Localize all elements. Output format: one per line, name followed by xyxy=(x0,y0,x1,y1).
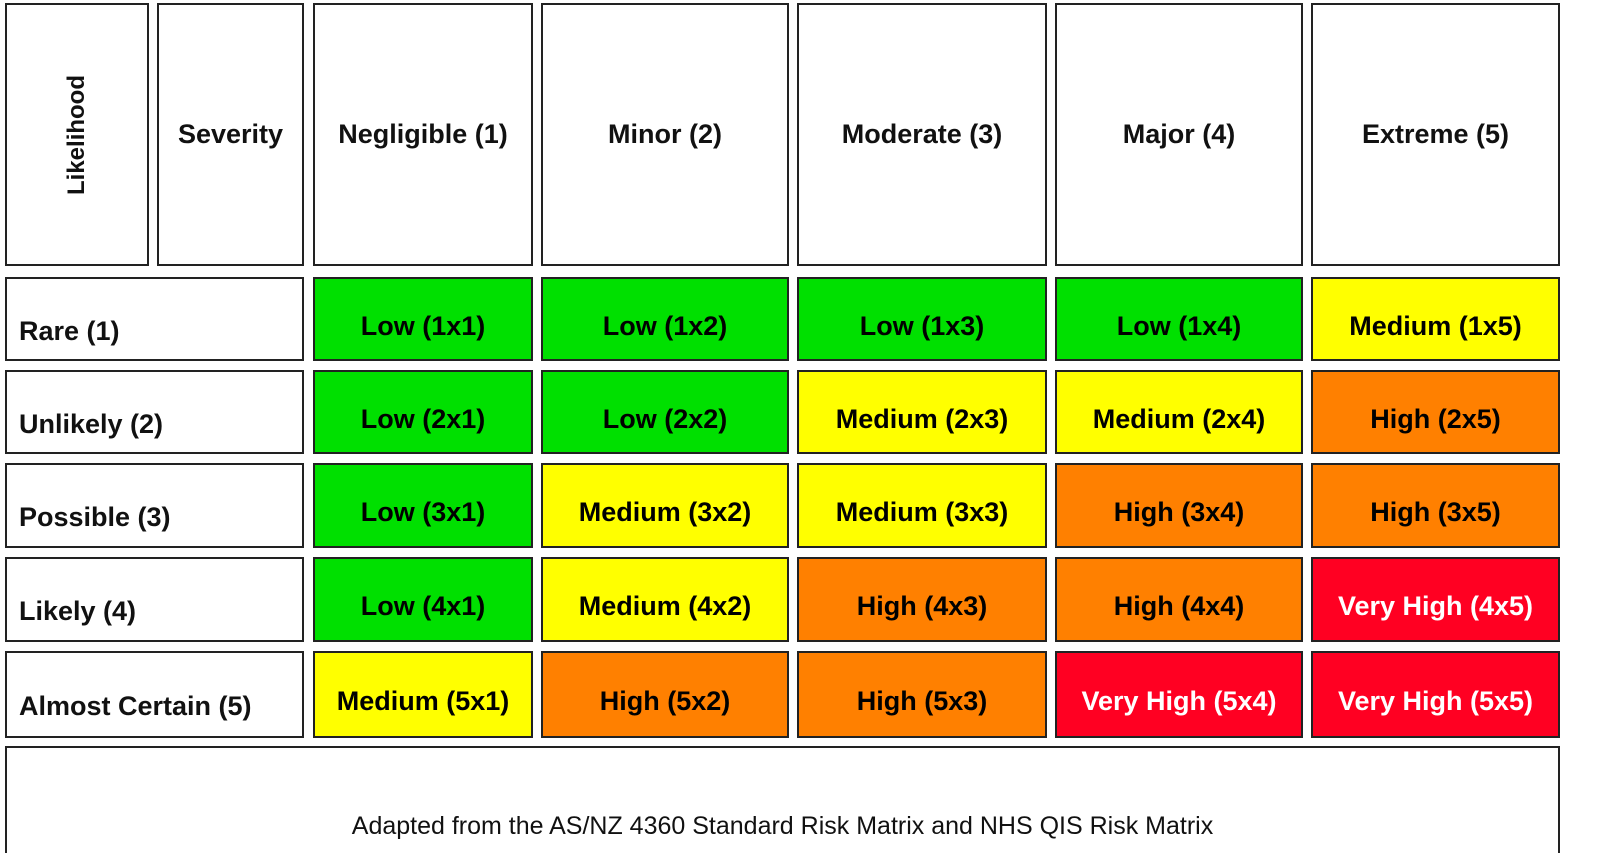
row-label: Possible (3) xyxy=(5,463,304,548)
risk-cell: Low (2x1) xyxy=(313,370,533,454)
risk-cell: High (4x3) xyxy=(797,557,1047,642)
risk-cell-text: Very High (5x5) xyxy=(1337,686,1534,716)
risk-cell: Medium (5x1) xyxy=(313,651,533,738)
column-header: Major (4) xyxy=(1055,3,1303,266)
column-header-text: Major (4) xyxy=(1122,119,1236,149)
risk-cell-text: Low (1x3) xyxy=(859,310,985,341)
row-label-text: Likely (4) xyxy=(19,596,137,626)
risk-cell-text: Medium (2x4) xyxy=(1092,403,1266,434)
row-label-text: Rare (1) xyxy=(19,315,120,346)
severity-header-text: Severity xyxy=(177,119,284,149)
risk-cell: Low (1x1) xyxy=(313,277,533,361)
row-label: Unlikely (2) xyxy=(5,370,304,454)
risk-cell-text: Low (1x1) xyxy=(360,310,486,341)
column-header: Minor (2) xyxy=(541,3,789,266)
risk-cell-text: Medium (5x1) xyxy=(336,686,510,716)
risk-cell-text: Low (2x2) xyxy=(602,403,728,434)
risk-cell-text: High (3x4) xyxy=(1113,497,1245,527)
row-label: Rare (1) xyxy=(5,277,304,361)
risk-cell-text: Medium (1x5) xyxy=(1349,310,1522,341)
column-header-text: Extreme (5) xyxy=(1361,119,1510,149)
risk-cell-text: Medium (3x2) xyxy=(578,497,752,527)
risk-cell-text: Very High (4x5) xyxy=(1337,591,1534,621)
column-header: Negligible (1) xyxy=(313,3,533,266)
column-header-text: Moderate (3) xyxy=(841,119,1003,149)
risk-cell: Medium (4x2) xyxy=(541,557,789,642)
row-label-text: Almost Certain (5) xyxy=(19,691,252,721)
risk-cell: Low (3x1) xyxy=(313,463,533,548)
footer-note: Adapted from the AS/NZ 4360 Standard Ris… xyxy=(5,746,1560,853)
risk-cell-text: Low (4x1) xyxy=(360,591,486,621)
row-label-text: Possible (3) xyxy=(19,502,171,532)
risk-cell: Medium (2x3) xyxy=(797,370,1047,454)
risk-cell-text: Medium (2x3) xyxy=(835,403,1009,434)
risk-cell: Medium (1x5) xyxy=(1311,277,1560,361)
likelihood-header: Likelihood xyxy=(5,3,149,266)
risk-cell: Medium (3x2) xyxy=(541,463,789,548)
risk-cell: Low (1x2) xyxy=(541,277,789,361)
risk-cell-text: Low (1x2) xyxy=(602,310,728,341)
risk-cell: High (4x4) xyxy=(1055,557,1303,642)
risk-cell: Low (4x1) xyxy=(313,557,533,642)
risk-cell: Medium (2x4) xyxy=(1055,370,1303,454)
risk-cell: High (5x3) xyxy=(797,651,1047,738)
risk-cell-text: High (4x3) xyxy=(856,591,988,621)
risk-cell: High (3x5) xyxy=(1311,463,1560,548)
risk-cell: Very High (4x5) xyxy=(1311,557,1560,642)
row-label: Almost Certain (5) xyxy=(5,651,304,738)
risk-cell-text: High (5x3) xyxy=(856,686,988,716)
risk-cell-text: Medium (4x2) xyxy=(578,591,752,621)
risk-cell: Low (1x3) xyxy=(797,277,1047,361)
column-header: Moderate (3) xyxy=(797,3,1047,266)
risk-cell: Low (1x4) xyxy=(1055,277,1303,361)
risk-cell: Medium (3x3) xyxy=(797,463,1047,548)
footer-note-text: Adapted from the AS/NZ 4360 Standard Ris… xyxy=(351,812,1214,840)
risk-cell: High (3x4) xyxy=(1055,463,1303,548)
risk-cell: High (5x2) xyxy=(541,651,789,738)
risk-cell: Low (2x2) xyxy=(541,370,789,454)
row-label: Likely (4) xyxy=(5,557,304,642)
risk-cell-text: High (3x5) xyxy=(1370,497,1501,527)
risk-cell: Very High (5x5) xyxy=(1311,651,1560,738)
column-header-text: Minor (2) xyxy=(608,119,722,149)
row-label-text: Unlikely (2) xyxy=(19,408,164,439)
risk-cell-text: High (2x5) xyxy=(1370,403,1501,434)
risk-cell: Very High (5x4) xyxy=(1055,651,1303,738)
risk-cell-text: High (4x4) xyxy=(1113,591,1245,621)
column-header: Extreme (5) xyxy=(1311,3,1560,266)
risk-cell-text: Medium (3x3) xyxy=(835,497,1009,527)
risk-cell-text: High (5x2) xyxy=(599,686,731,716)
risk-cell-text: Low (1x4) xyxy=(1116,310,1242,341)
risk-cell-text: Low (3x1) xyxy=(360,497,486,527)
risk-cell-text: Low (2x1) xyxy=(360,403,486,434)
risk-cell-text: Very High (5x4) xyxy=(1081,686,1277,716)
column-header-text: Negligible (1) xyxy=(338,119,508,149)
severity-header: Severity xyxy=(157,3,304,266)
risk-cell: High (2x5) xyxy=(1311,370,1560,454)
likelihood-header-text: Likelihood xyxy=(63,74,90,195)
